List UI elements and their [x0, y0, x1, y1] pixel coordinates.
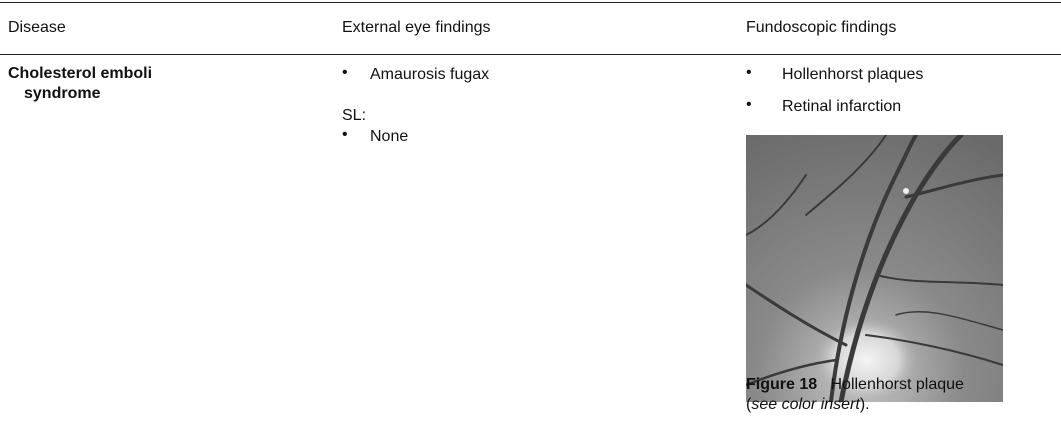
- header-cell: Disease: [8, 19, 66, 37]
- bullet: •: [746, 96, 752, 114]
- sl-label: SL:: [342, 107, 366, 125]
- list-item: Amaurosis fugax: [370, 66, 489, 84]
- note-close: ).: [860, 396, 870, 413]
- figure-title: Hollenhorst plaque: [830, 376, 963, 393]
- bullet: •: [342, 64, 348, 82]
- note-text: see color insert: [751, 396, 860, 413]
- header-cell: External eye findings: [342, 19, 491, 37]
- disease-name: Cholesterol emboli syndrome: [8, 64, 214, 104]
- figure-caption: Figure 18 Hollenhorst plaque: [746, 376, 964, 394]
- top-rule: [0, 2, 1061, 3]
- bullet: •: [746, 64, 752, 82]
- figure-label: Figure 18: [746, 376, 817, 393]
- list-item: None: [370, 128, 408, 146]
- header-rule: [0, 54, 1061, 55]
- fundus-image: [746, 135, 1003, 402]
- list-item: Retinal infarction: [782, 98, 901, 116]
- page: Disease External eye findings Fundoscopi…: [0, 0, 1061, 429]
- bullet: •: [342, 126, 348, 144]
- header-cell: Fundoscopic findings: [746, 19, 896, 37]
- figure-note: (see color insert).: [746, 396, 870, 414]
- list-item: Hollenhorst plaques: [782, 66, 923, 84]
